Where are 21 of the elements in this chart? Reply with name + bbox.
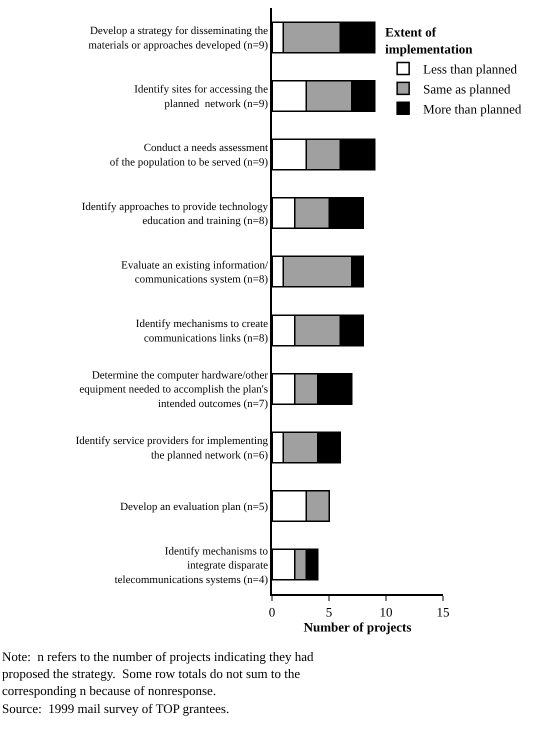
y-tick-label: Identify approaches to provide technology education and training (n=8) <box>82 200 269 228</box>
y-tick-label: Determine the computer hardware/other equipment needed to accomplish the plan's intended outcomes (n=7) <box>79 369 268 410</box>
x-tick-label: 10 <box>380 604 392 620</box>
y-tick-label: Develop an evaluation plan (n=5) <box>120 500 268 513</box>
y-tick-label: Identify mechanisms to create communications links (n=8) <box>136 318 268 344</box>
legend-title: Extent of implementation <box>385 24 474 57</box>
x-tick-label: 5 <box>326 604 332 620</box>
text: Note: n refers to the number of projects indicating they had proposed the strategy. Some row totals do not sum to the corresponding n because of nonresponse. <box>2 649 314 698</box>
x-tick-label: 15 <box>436 604 450 620</box>
x-tick-label: 0 <box>268 604 276 620</box>
source-note: Source: 1999 mail survey of TOP grantees. <box>2 701 230 716</box>
y-tick-label: Evaluate an existing information/ communications system (n=8) <box>121 259 269 286</box>
legend-label: Same as planned <box>423 81 512 96</box>
legend-label: Less than planned <box>423 62 518 77</box>
y-tick-label: Conduct a needs assessment of the population to be served (n=9) <box>110 142 268 168</box>
y-tick-label: Develop a strategy for disseminating the materials or approaches developed (n=9) <box>88 25 268 52</box>
y-tick-label: Identify sites for accessing the planned network (n=9) <box>134 84 268 110</box>
y-tick-label: Identify service providers for implementing the planned network (n=6) <box>76 435 269 462</box>
legend-label: More than planned <box>423 101 522 116</box>
y-tick-label: Identify mechanisms to integrate disparate telecommunications systems (n=4) <box>114 545 269 586</box>
x-axis-title: Number of projects <box>304 619 412 634</box>
